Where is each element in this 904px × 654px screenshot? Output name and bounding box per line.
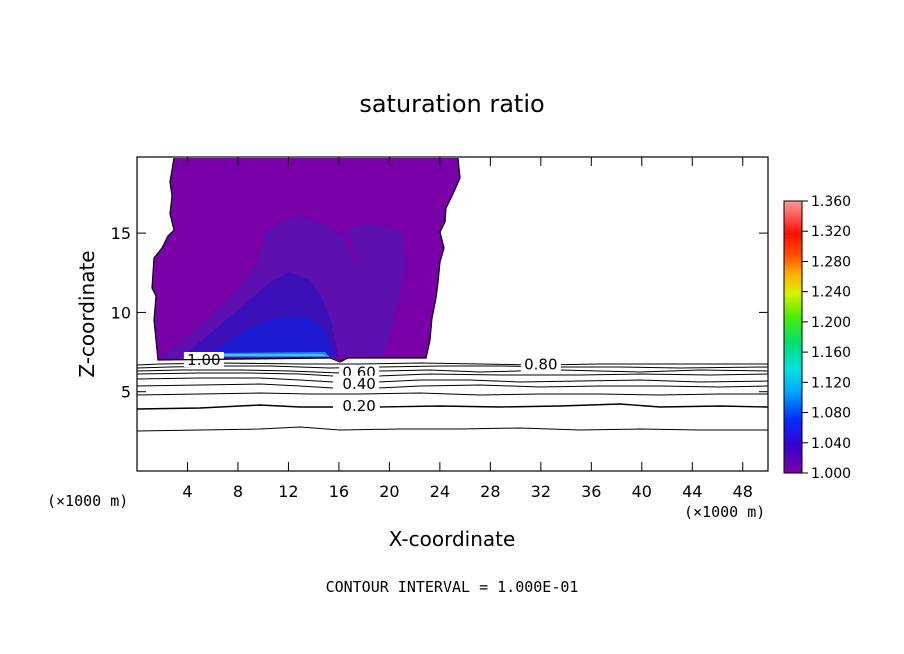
contour-line xyxy=(137,392,768,396)
contour-line xyxy=(137,365,768,369)
colorbar-tick-label: 1.000 xyxy=(811,466,851,482)
y-axis: 5 10 15 xyxy=(111,224,768,402)
contour-label: 0.80 xyxy=(524,356,557,374)
y-tick-label: 10 xyxy=(111,303,131,322)
x-tick-label: 32 xyxy=(531,482,551,501)
colorbar-tick-label: 1.120 xyxy=(811,375,851,391)
x-tick-label: 24 xyxy=(430,482,450,501)
colorbar-ticks: 1.360 1.320 1.280 1.240 1.200 1.160 1.120 1.080… xyxy=(802,194,851,482)
plot-frame xyxy=(136,156,769,472)
x-axis: 4 8 12 16 20 24 28 32 36 40 44 48 xyxy=(182,157,753,501)
x-tick-label: 4 xyxy=(182,482,192,501)
colorbar-tick-label: 1.320 xyxy=(811,224,851,240)
contour-label-bg xyxy=(339,397,380,413)
x-tick-label: 44 xyxy=(682,482,702,501)
contour-line xyxy=(137,377,768,383)
colorbar-tick-label: 1.360 xyxy=(811,194,851,210)
contour-line xyxy=(137,426,768,432)
y-tick-label: 15 xyxy=(111,224,131,243)
x-tick-label: 36 xyxy=(581,482,601,501)
x-tick-label: 28 xyxy=(480,482,500,501)
contour-label-bg xyxy=(339,375,380,391)
x-tick-label: 48 xyxy=(733,482,753,501)
colorbar-tick-label: 1.240 xyxy=(811,285,851,301)
contour-lines xyxy=(137,362,768,432)
x-axis-label: X-coordinate xyxy=(389,527,516,551)
colorbar-tick-label: 1.160 xyxy=(811,345,851,361)
y-axis-label: Z-coordinate xyxy=(75,250,99,377)
level-3-region xyxy=(205,316,332,357)
x-tick-label: 20 xyxy=(379,482,399,501)
y-tick-label: 5 xyxy=(121,383,131,402)
chart-title: saturation ratio xyxy=(359,90,544,118)
colorbar xyxy=(783,200,803,474)
x-tick-label: 12 xyxy=(278,482,298,501)
colorbar-tick-label: 1.200 xyxy=(811,315,851,331)
contour-line xyxy=(137,403,768,410)
contour-line-1-00 xyxy=(151,157,461,363)
x-tick-label: 16 xyxy=(329,482,349,501)
contour-line xyxy=(137,362,768,366)
colorbar-tick-label: 1.040 xyxy=(811,436,851,452)
contour-label: 0.20 xyxy=(342,397,375,415)
contour-label: 0.40 xyxy=(342,375,375,393)
contour-line xyxy=(137,372,768,377)
contour-interval-note: CONTOUR INTERVAL = 1.000E-01 xyxy=(326,578,579,596)
z-unit-label: (×1000 m) xyxy=(47,492,128,510)
level-5-region xyxy=(220,354,326,356)
x-tick-label: 40 xyxy=(632,482,652,501)
contour-line xyxy=(137,369,768,374)
contour-label-bg xyxy=(520,356,561,372)
plot-area: 1.00 0.800.600.400.20 xyxy=(137,157,768,432)
x-unit-label: (×1000 m) xyxy=(684,503,765,521)
x-tick-label: 8 xyxy=(233,482,243,501)
colorbar-tick-label: 1.080 xyxy=(811,406,851,422)
contour-line xyxy=(137,383,768,389)
colorbar-tick-label: 1.280 xyxy=(811,254,851,270)
